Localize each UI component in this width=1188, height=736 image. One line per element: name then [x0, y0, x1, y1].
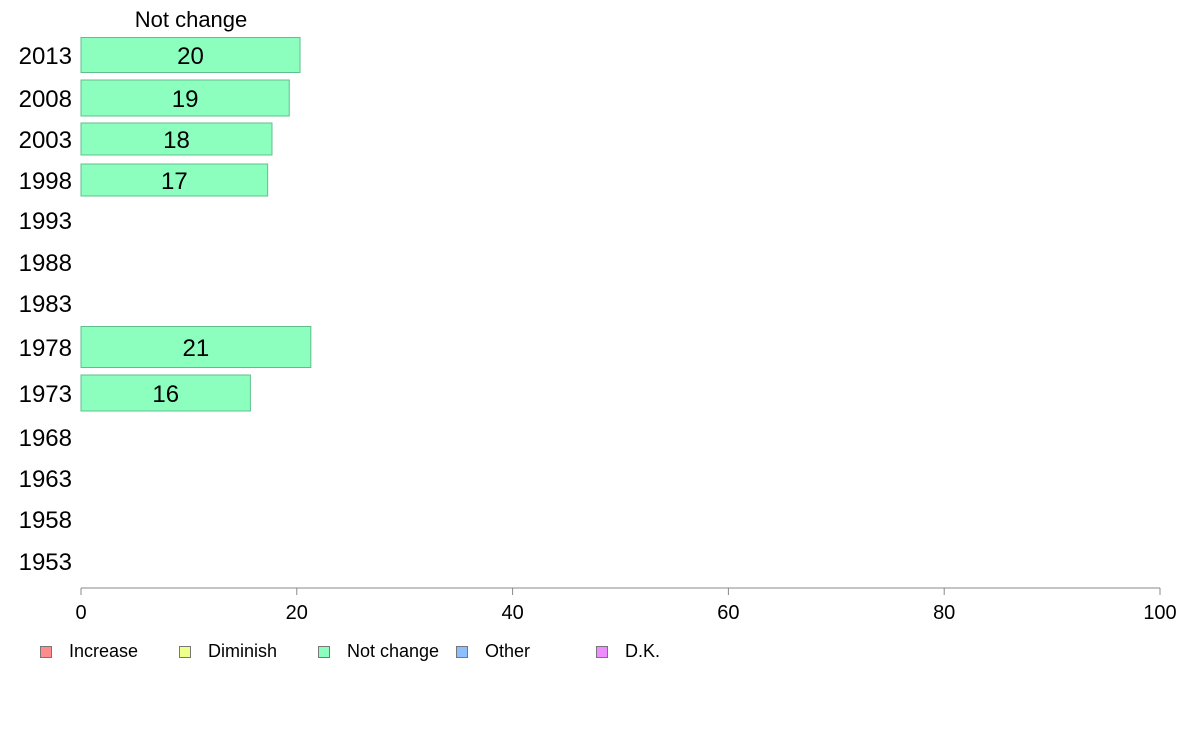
x-tick-label-60: 60 [717, 602, 739, 624]
category-label-2008: 2008 [19, 86, 72, 113]
bar-2013 [80, 37, 301, 73]
category-label-1968: 1968 [19, 425, 72, 452]
category-label-1973: 1973 [19, 381, 72, 408]
bar-label-1998: 17 [161, 168, 188, 195]
x-tick-label-0: 0 [75, 602, 86, 624]
category-label-1978: 1978 [19, 335, 72, 362]
legend-swatch [179, 645, 191, 658]
bar-label-1973: 16 [152, 381, 179, 408]
legend-label: Not change [347, 641, 440, 661]
bar-label-2003: 18 [163, 127, 190, 154]
x-tick-label-80: 80 [933, 602, 955, 624]
legend-item-diminish: Diminish [179, 641, 277, 662]
category-labels: 2013 2008 2003 1998 1993 1988 1983 1978 1973 1968… [19, 43, 72, 576]
x-tick-label-20: 20 [286, 602, 308, 624]
category-label-1998: 1998 [19, 168, 72, 195]
category-label-1993: 1993 [19, 208, 72, 235]
legend-item-other: Other [456, 641, 530, 662]
bar-2003 [80, 122, 273, 156]
bar-1978 [80, 326, 312, 368]
category-label-1988: 1988 [19, 250, 72, 277]
legend-label: Other [485, 641, 531, 661]
category-label-1953: 1953 [19, 549, 72, 576]
legend-item-d-k: D.K. [596, 641, 660, 662]
legend-swatch [456, 645, 468, 658]
legend-swatch [596, 645, 608, 658]
bar-2008 [80, 79, 290, 117]
x-axis: 0 20 40 60 80 100 [75, 587, 1177, 624]
legend-swatch [318, 645, 330, 658]
category-label-1958: 1958 [19, 507, 72, 534]
bar-1998 [80, 163, 269, 197]
category-label-1983: 1983 [19, 291, 72, 318]
bar-1973 [80, 374, 251, 412]
legend-label: D.K. [625, 641, 661, 661]
bar-label-2008: 19 [172, 86, 199, 113]
legend-label: Diminish [208, 641, 278, 661]
category-label-2013: 2013 [19, 43, 72, 70]
legend-label: Increase [69, 641, 139, 661]
series-title: Not change [135, 7, 248, 32]
legend: Increase Diminish Not change Other D.K. [40, 641, 740, 665]
legend-item-increase: Increase [40, 641, 138, 662]
legend-item-not-change: Not change [318, 641, 439, 662]
bar-label-2013: 20 [177, 43, 204, 70]
category-label-2003: 2003 [19, 127, 72, 154]
category-label-1963: 1963 [19, 466, 72, 493]
x-tick-label-40: 40 [501, 602, 523, 624]
x-tick-label-100: 100 [1143, 602, 1176, 624]
bar-label-1978: 21 [183, 335, 210, 362]
legend-swatch [40, 645, 52, 658]
